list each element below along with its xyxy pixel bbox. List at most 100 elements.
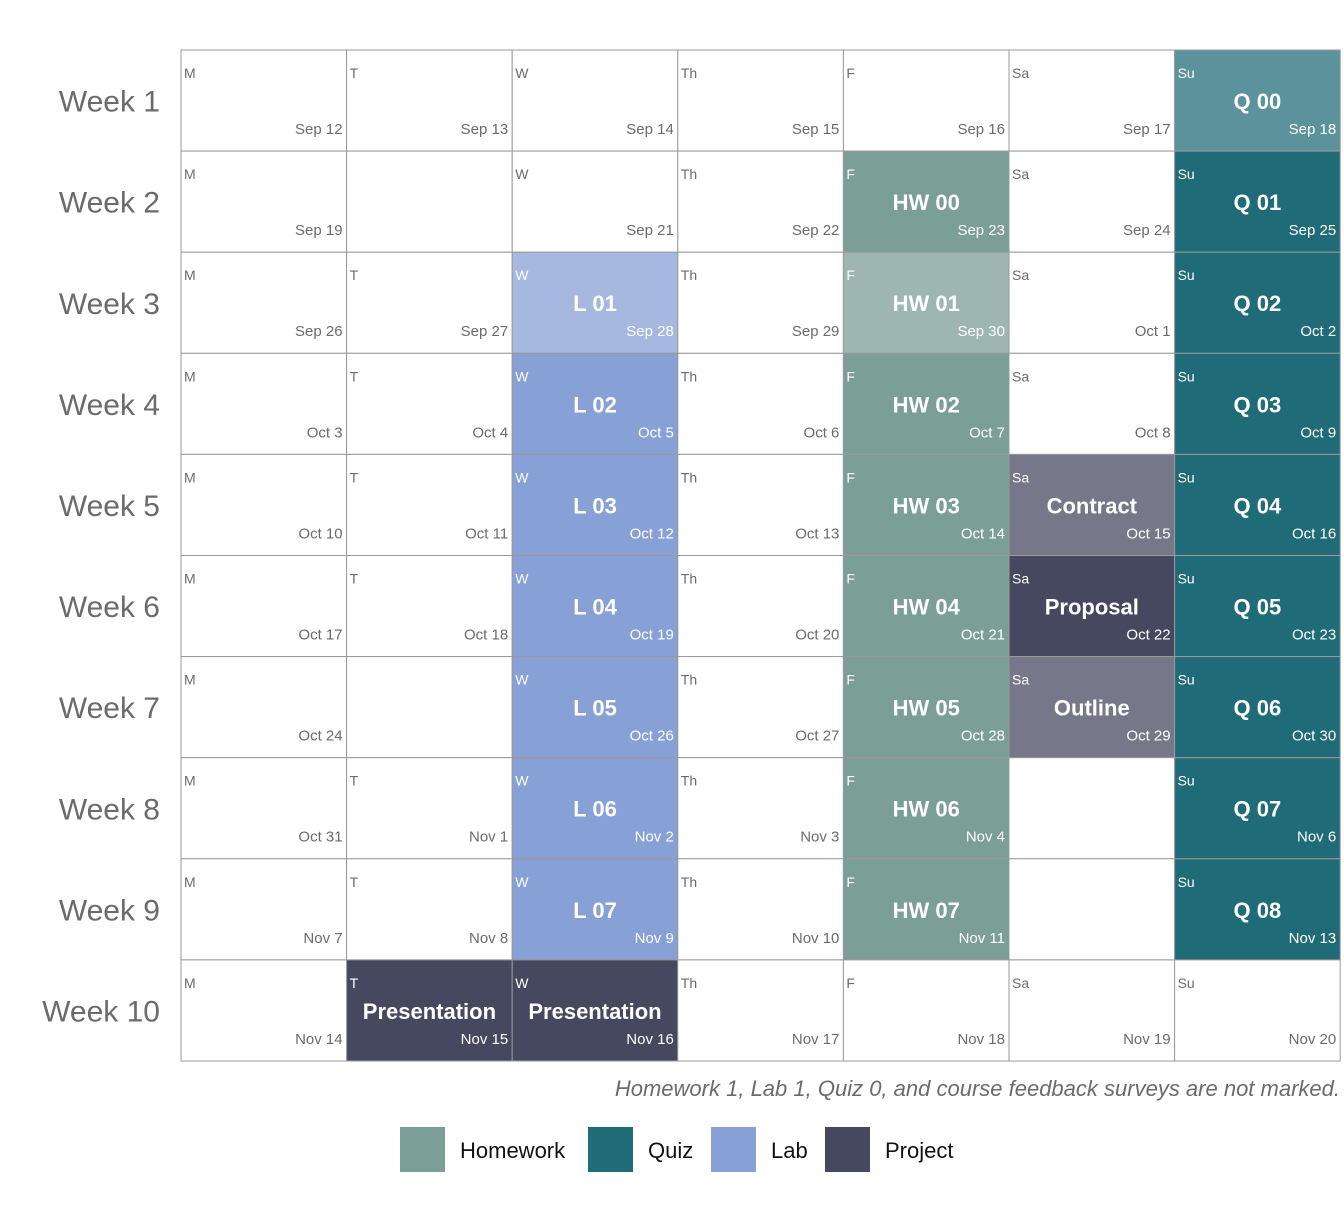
- day-cell: [180, 959, 348, 1062]
- legend-swatch: [588, 1127, 633, 1172]
- date-label: Oct 17: [298, 627, 342, 644]
- day-letter: Sa: [1012, 65, 1029, 81]
- event-label: Proposal: [1045, 595, 1139, 620]
- legend-label: Project: [885, 1138, 953, 1163]
- event-cell: [511, 757, 679, 860]
- date-label: Nov 16: [626, 1031, 674, 1048]
- day-letter: W: [515, 267, 529, 283]
- event-label: HW 07: [893, 898, 960, 923]
- date-label: Nov 13: [1289, 930, 1337, 947]
- event-cell: [1174, 251, 1341, 354]
- date-label: Oct 14: [961, 525, 1005, 542]
- legend-swatch: [825, 1127, 870, 1172]
- day-cell: [1008, 251, 1176, 354]
- day-letter: M: [184, 672, 196, 688]
- day-cell: [677, 150, 844, 253]
- day-letter: Th: [681, 65, 697, 81]
- event-cell: [511, 959, 679, 1062]
- event-label: L 04: [573, 595, 617, 620]
- day-cell: [180, 453, 348, 556]
- day-letter: M: [184, 65, 196, 81]
- day-cell: [1008, 150, 1176, 253]
- date-label: Oct 23: [1292, 627, 1336, 644]
- date-label: Sep 12: [295, 121, 343, 138]
- date-label: Sep 23: [957, 222, 1005, 239]
- day-letter: M: [184, 368, 196, 384]
- date-label: Nov 1: [469, 829, 508, 846]
- date-label: Oct 7: [969, 424, 1005, 441]
- event-label: L 01: [573, 291, 617, 316]
- day-letter: F: [846, 773, 855, 789]
- day-cell: [346, 858, 513, 961]
- day-cell: [511, 49, 679, 152]
- event-label: Outline: [1054, 696, 1130, 721]
- date-label: Sep 30: [957, 323, 1005, 340]
- event-label: Q 05: [1234, 595, 1282, 620]
- date-label: Sep 15: [792, 121, 840, 138]
- date-label: Oct 8: [1135, 424, 1171, 441]
- day-letter: W: [515, 368, 529, 384]
- week-label: Week 5: [59, 490, 160, 523]
- day-cell: [1008, 49, 1176, 152]
- day-letter: M: [184, 975, 196, 991]
- day-letter: W: [515, 65, 529, 81]
- day-letter: W: [515, 166, 529, 182]
- date-label: Sep 25: [1289, 222, 1337, 239]
- date-label: Nov 11: [959, 930, 1005, 947]
- day-letter: W: [515, 571, 529, 587]
- day-letter: F: [846, 672, 855, 688]
- date-label: Oct 21: [961, 627, 1005, 644]
- date-label: Nov 8: [469, 930, 508, 947]
- date-label: Oct 30: [1292, 728, 1336, 745]
- event-cell: [511, 858, 679, 961]
- day-letter: F: [846, 571, 855, 587]
- event-label: Q 00: [1234, 89, 1282, 114]
- day-letter: W: [515, 672, 529, 688]
- day-letter: Su: [1178, 368, 1195, 384]
- event-label: Q 03: [1234, 392, 1282, 417]
- event-cell: [1174, 656, 1341, 759]
- day-cell: [346, 656, 513, 759]
- day-cell: [180, 858, 348, 961]
- week-label: Week 7: [59, 692, 160, 725]
- day-cell: [180, 49, 348, 152]
- event-label: L 05: [573, 696, 617, 721]
- day-letter: F: [846, 368, 855, 384]
- day-letter: Th: [681, 166, 697, 182]
- day-letter: Sa: [1012, 672, 1029, 688]
- event-cell: [1008, 555, 1176, 658]
- date-label: Oct 15: [1126, 525, 1170, 542]
- day-cell: [677, 858, 844, 961]
- date-label: Sep 17: [1123, 121, 1171, 138]
- day-cell: [677, 49, 844, 152]
- event-cell: [842, 352, 1010, 455]
- date-label: Sep 21: [626, 222, 674, 239]
- event-cell: [842, 251, 1010, 354]
- event-cell: [842, 555, 1010, 658]
- date-label: Sep 13: [461, 121, 509, 138]
- event-cell: [511, 352, 679, 455]
- day-letter: Su: [1178, 267, 1195, 283]
- day-letter: Sa: [1012, 368, 1029, 384]
- date-label: Oct 10: [298, 525, 342, 542]
- day-letter: F: [846, 65, 855, 81]
- day-letter: Th: [681, 975, 697, 991]
- date-label: Oct 19: [630, 627, 674, 644]
- day-cell: [677, 757, 844, 860]
- event-label: HW 00: [893, 190, 960, 215]
- day-letter: Su: [1178, 773, 1195, 789]
- day-cell: [842, 959, 1010, 1062]
- day-letter: F: [846, 267, 855, 283]
- footnote: Homework 1, Lab 1, Quiz 0, and course fe…: [615, 1076, 1340, 1101]
- week-label: Week 6: [59, 591, 160, 624]
- date-label: Nov 20: [1289, 1031, 1337, 1048]
- event-label: L 07: [573, 898, 617, 923]
- event-cell: [511, 656, 679, 759]
- date-label: Oct 13: [795, 525, 839, 542]
- date-label: Oct 24: [298, 728, 342, 745]
- day-letter: Sa: [1012, 571, 1029, 587]
- day-letter: M: [184, 469, 196, 485]
- day-letter: Th: [681, 267, 697, 283]
- date-label: Oct 16: [1292, 525, 1336, 542]
- event-label: HW 01: [893, 291, 960, 316]
